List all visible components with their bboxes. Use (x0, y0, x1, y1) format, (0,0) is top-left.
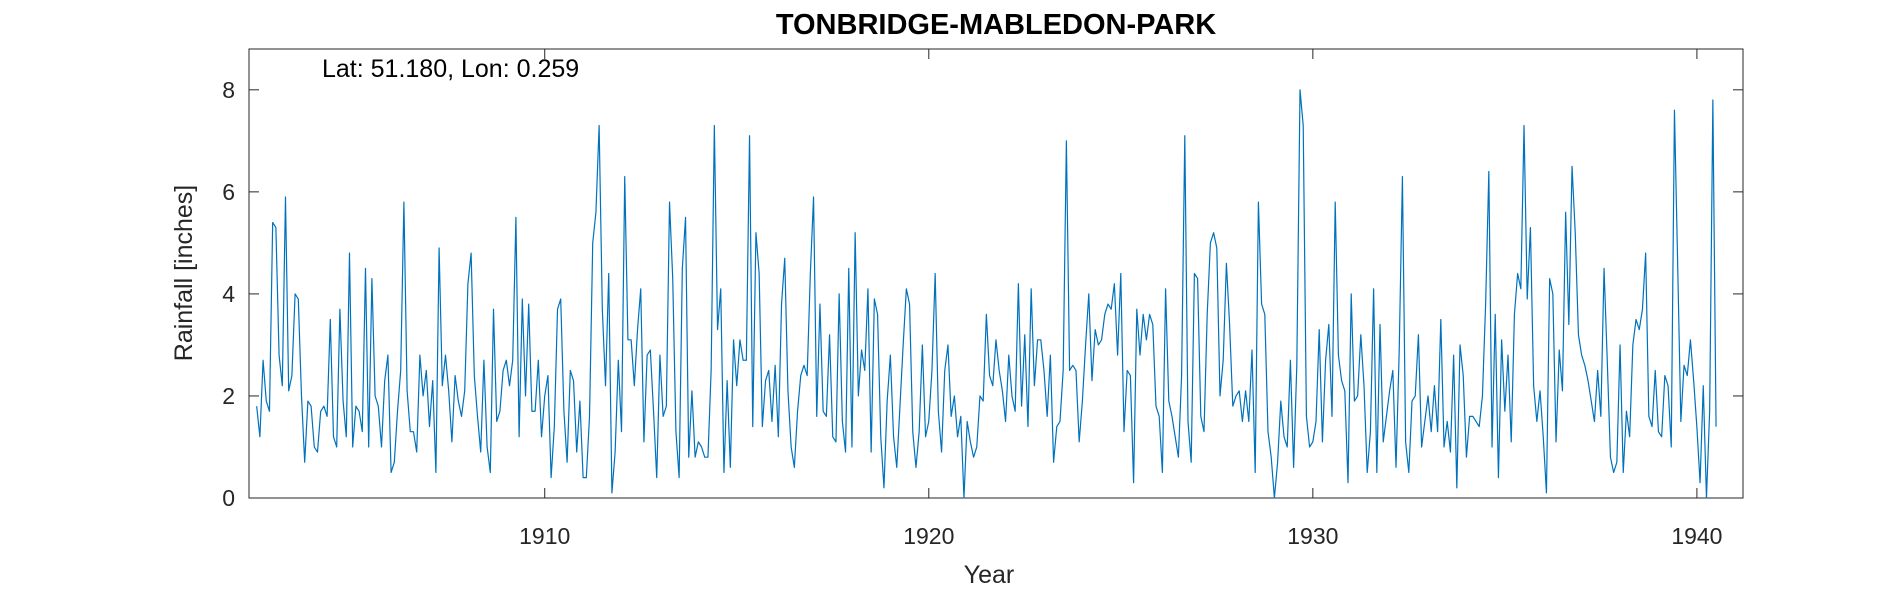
rainfall-series-line (256, 89, 1717, 499)
plot-area-frame (248, 48, 1744, 499)
y-tick-label: 0 (222, 485, 235, 511)
x-tick-label: 1910 (519, 523, 570, 549)
y-tick-label: 4 (222, 281, 235, 307)
x-tick-label: 1930 (1287, 523, 1338, 549)
chart-title: TONBRIDGE-MABLEDON-PARK (776, 9, 1216, 41)
y-axis: 0 2 4 6 8 (222, 77, 1743, 511)
x-axis: 1910 1920 1930 1940 (519, 49, 1722, 549)
y-axis-label: Rainfall [inches] (170, 185, 198, 361)
y-tick-label: 6 (222, 179, 235, 205)
x-tick-label: 1940 (1671, 523, 1722, 549)
location-annotation: Lat: 51.180, Lon: 0.259 (322, 55, 579, 83)
y-tick-label: 2 (222, 383, 235, 409)
x-tick-label: 1920 (903, 523, 954, 549)
y-tick-label: 8 (222, 77, 235, 103)
x-axis-label: Year (964, 561, 1015, 589)
